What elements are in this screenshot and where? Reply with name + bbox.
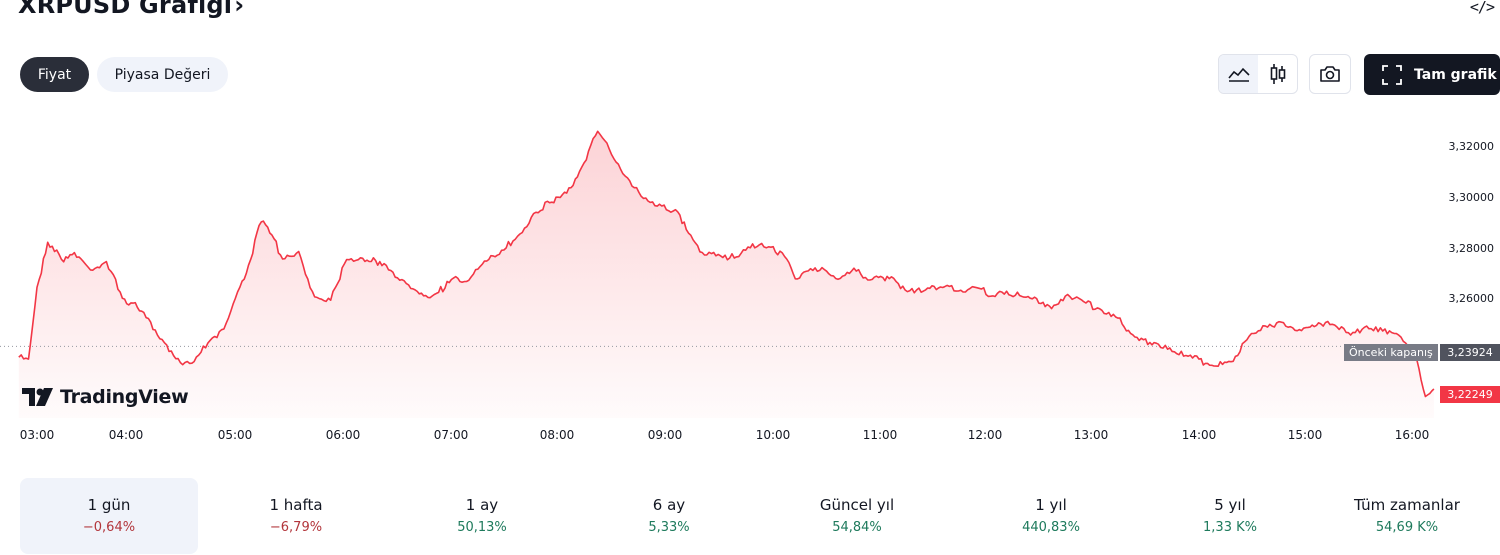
period-label: 1 yıl [1035, 496, 1067, 514]
period-1-year[interactable]: 1 yıl 440,83% [962, 478, 1140, 554]
tradingview-logo-text: TradingView [60, 386, 189, 408]
fullscreen-button[interactable]: Tam grafik [1364, 54, 1500, 95]
previous-close-value: 3,23924 [1440, 344, 1500, 361]
x-tick-label: 03:00 [19, 428, 55, 442]
period-label: Güncel yıl [819, 496, 895, 514]
x-tick-label: 12:00 [967, 428, 1003, 442]
period-1-week[interactable]: 1 hafta −6,79% [207, 478, 385, 554]
x-tick-label: 16:00 [1394, 428, 1430, 442]
period-change: −0,64% [82, 520, 136, 535]
chart-style-group [1218, 54, 1298, 94]
fullscreen-icon [1382, 64, 1402, 85]
price-area [18, 131, 1434, 418]
toggle-market-cap[interactable]: Piyasa Değeri [97, 57, 228, 92]
x-tick-label: 09:00 [647, 428, 683, 442]
period-5-years[interactable]: 5 yıl 1,33 K% [1141, 478, 1319, 554]
y-tick-label: 3,32000 [1448, 140, 1495, 153]
x-tick-label: 05:00 [217, 428, 253, 442]
last-price-value: 3,22249 [1440, 386, 1500, 403]
price-chart[interactable] [0, 100, 1440, 418]
y-tick-label: 3,28000 [1448, 242, 1495, 255]
period-all-time[interactable]: Tüm zamanlar 54,69 K% [1318, 478, 1496, 554]
x-tick-label: 11:00 [862, 428, 898, 442]
period-1-month[interactable]: 1 ay 50,13% [393, 478, 571, 554]
period-label: 6 ay [652, 496, 686, 514]
fullscreen-label: Tam grafik [1414, 66, 1497, 83]
area-chart-icon [1227, 67, 1250, 82]
area-chart-button[interactable] [1219, 55, 1258, 93]
snapshot-button[interactable] [1309, 54, 1351, 94]
candlestick-button[interactable] [1258, 55, 1297, 93]
x-tick-label: 08:00 [539, 428, 575, 442]
x-tick-label: 13:00 [1073, 428, 1109, 442]
y-tick-label: 3,30000 [1448, 191, 1495, 204]
page-title-text: XRPUSD Grafiği [18, 0, 233, 19]
page-title[interactable]: XRPUSD Grafiği› [18, 0, 244, 19]
tradingview-logo[interactable]: TradingView [22, 386, 189, 408]
period-label: 1 gün [87, 496, 131, 514]
period-change: 5,33% [648, 520, 690, 535]
period-6-months[interactable]: 6 ay 5,33% [580, 478, 758, 554]
camera-icon [1320, 66, 1340, 82]
chevron-right-icon: › [234, 0, 245, 19]
period-change: 1,33 K% [1203, 520, 1257, 535]
period-ytd[interactable]: Güncel yıl 54,84% [768, 478, 946, 554]
period-1-day[interactable]: 1 gün −0,64% [20, 478, 198, 554]
x-tick-label: 15:00 [1287, 428, 1323, 442]
embed-code-icon[interactable]: </> [1469, 0, 1495, 16]
period-change: 50,13% [457, 520, 507, 535]
period-change: −6,79% [269, 520, 323, 535]
candlestick-icon [1270, 64, 1285, 84]
period-label: 1 hafta [269, 496, 323, 514]
period-change: 54,69 K% [1375, 520, 1439, 535]
y-tick-label: 3,26000 [1448, 292, 1495, 305]
price-line [18, 130, 1435, 398]
period-label: 5 yıl [1214, 496, 1246, 514]
period-label: Tüm zamanlar [1354, 496, 1460, 514]
period-change: 54,84% [832, 520, 882, 535]
x-tick-label: 04:00 [108, 428, 144, 442]
tradingview-logo-icon [22, 388, 53, 406]
x-tick-label: 06:00 [325, 428, 361, 442]
previous-close-label: Önceki kapanış [1344, 344, 1438, 361]
x-tick-label: 07:00 [433, 428, 469, 442]
x-tick-label: 10:00 [755, 428, 791, 442]
period-change: 440,83% [1022, 520, 1080, 535]
toggle-price[interactable]: Fiyat [20, 57, 89, 92]
x-tick-label: 14:00 [1181, 428, 1217, 442]
period-label: 1 ay [465, 496, 499, 514]
